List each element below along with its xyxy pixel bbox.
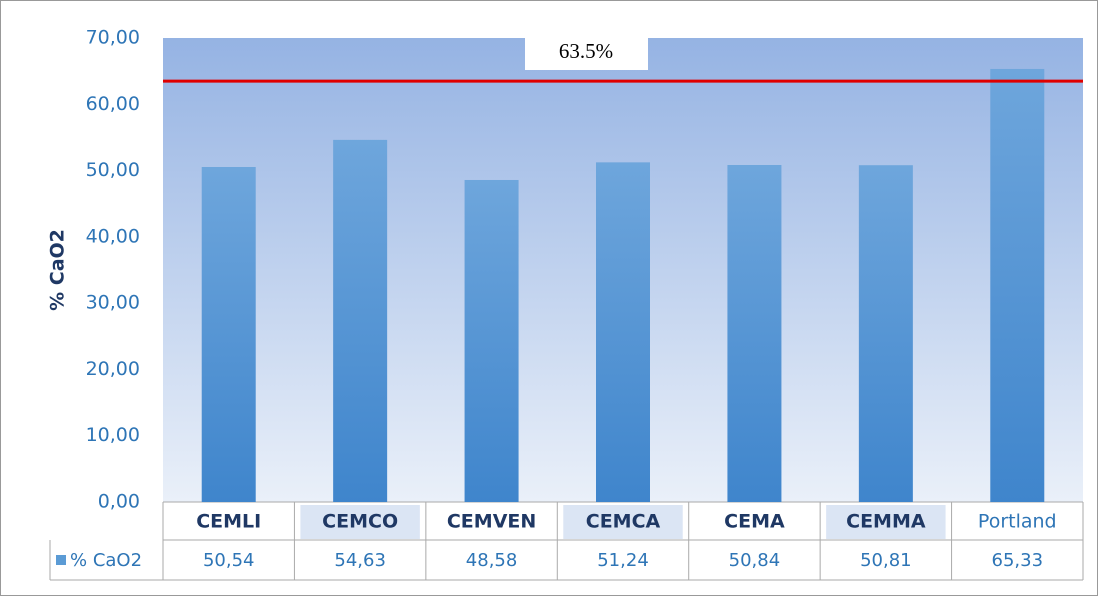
y-tick-label: 10,00 [86, 424, 140, 446]
x-tick-label: CEMLI [196, 511, 261, 533]
bar [727, 165, 782, 503]
value-label: 50,54 [203, 550, 255, 571]
x-tick-label: CEMCO [322, 511, 398, 533]
value-label: 51,24 [597, 550, 649, 571]
reference-label: 63.5% [559, 39, 613, 63]
y-tick-label: 20,00 [86, 358, 140, 380]
bar [858, 165, 913, 503]
reference-label-box [525, 35, 648, 70]
bar [333, 139, 388, 502]
bar [990, 68, 1045, 502]
y-tick-label: 0,00 [98, 491, 140, 513]
y-axis-title: % CaO2 [47, 229, 69, 311]
y-tick-label: 40,00 [86, 225, 140, 247]
value-label: 50,81 [860, 550, 912, 571]
bar [596, 162, 650, 503]
y-tick-label: 30,00 [86, 292, 140, 314]
y-tick-label: 60,00 [86, 93, 140, 115]
x-tick-label: CEMVEN [447, 511, 536, 533]
bar [464, 179, 519, 502]
category-cell [300, 505, 420, 539]
value-label: 54,63 [334, 550, 386, 571]
x-tick-label: CEMMA [846, 511, 926, 533]
legend-swatch [56, 555, 66, 565]
bar [201, 166, 256, 502]
category-cell [563, 505, 683, 539]
y-tick-label: 70,00 [86, 27, 140, 49]
legend-label: % CaO2 [70, 550, 142, 571]
x-tick-label: CEMA [724, 511, 785, 533]
value-label: 48,58 [466, 550, 518, 571]
y-tick-label: 50,00 [86, 159, 140, 181]
category-cell [826, 505, 946, 539]
x-tick-label: Portland [978, 511, 1057, 533]
x-tick-label: CEMCA [586, 511, 661, 533]
value-label: 50,84 [729, 550, 781, 571]
value-label: 65,33 [992, 550, 1044, 571]
